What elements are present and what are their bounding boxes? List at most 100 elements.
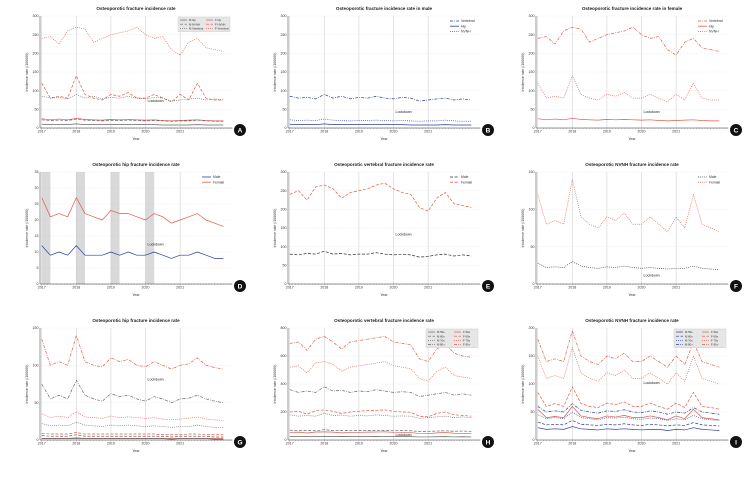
legend-label: M Vertebral xyxy=(189,27,204,31)
x-tick-label: 2018 xyxy=(568,130,576,134)
y-tick-label: 150 xyxy=(33,326,39,330)
series-line-hip xyxy=(289,123,472,126)
x-tick-label: 2019 xyxy=(603,442,611,446)
panel-badge xyxy=(482,124,494,136)
legend-label: F 80+ xyxy=(463,343,471,347)
x-tick-label: 2017 xyxy=(534,130,542,134)
panel-badge xyxy=(234,124,246,136)
y-tick-label: 150 xyxy=(281,70,287,74)
series-line-male xyxy=(41,245,224,259)
y-tick-label: 100 xyxy=(281,245,287,249)
x-tick-label: 2018 xyxy=(72,286,80,290)
series-line-f-50s xyxy=(289,431,472,435)
series-line-m-50s xyxy=(41,438,224,440)
series-line-m-70s xyxy=(537,411,720,421)
y-tick-label: 20 xyxy=(35,218,39,222)
panel-badge xyxy=(730,280,742,292)
series-line-hip xyxy=(537,117,720,122)
y-tick-label: 200 xyxy=(529,52,535,56)
legend-label: Vertebral xyxy=(461,19,475,23)
chart-title: Osteoporotic NVNH fracture incidence rat… xyxy=(585,318,679,323)
y-tick-label: 250 xyxy=(281,189,287,193)
shaded-period xyxy=(41,172,51,284)
y-tick-label: 150 xyxy=(529,354,535,358)
legend-label: F Vertebral xyxy=(215,27,229,31)
series-line-m-nvnh xyxy=(41,118,224,122)
y-tick-label: 300 xyxy=(529,14,535,18)
series-line-f-70s xyxy=(41,411,224,421)
series-line-vertebral xyxy=(289,94,472,102)
chart-panel-d: Osteoporotic hip fracture incidence rate… xyxy=(25,162,246,297)
series-line-f-70s xyxy=(289,361,472,382)
legend-label: F hip xyxy=(215,18,222,22)
legend-box xyxy=(425,328,479,348)
y-tick-label: 50 xyxy=(531,108,535,112)
y-axis-label: Incidence rate (/100000) xyxy=(521,365,525,404)
x-tick-label: 2017 xyxy=(38,442,46,446)
x-tick-label: 2021 xyxy=(176,130,184,134)
x-tick-label: 2021 xyxy=(176,442,184,446)
legend-label: F NVNH xyxy=(215,22,225,26)
series-line-m-vertebral xyxy=(41,94,224,102)
y-tick-label: 100 xyxy=(33,364,39,368)
series-line-f-60s xyxy=(41,432,224,436)
legend-label: Male xyxy=(461,175,468,179)
y-tick-label: 200 xyxy=(529,326,535,330)
legend-label: M 50s xyxy=(685,330,693,334)
chart-title: Osteoporotic vertebral fracture incidenc… xyxy=(334,318,434,323)
y-axis-label: Incidence rate (/100000) xyxy=(273,209,277,248)
y-tick-label: 200 xyxy=(281,52,287,56)
chart-panel-h: Osteoporotic vertebral fracture incidenc… xyxy=(273,318,494,453)
x-tick-label: 2017 xyxy=(38,130,46,134)
legend-box xyxy=(673,328,727,348)
y-tick-label: 150 xyxy=(33,70,39,74)
y-tick-label: 25 xyxy=(35,202,39,206)
series-line-m-50s xyxy=(537,426,720,431)
series-line-m-50s xyxy=(289,435,472,438)
y-axis-label: Incidence rate (/100000) xyxy=(25,53,29,92)
x-tick-label: 2018 xyxy=(320,442,328,446)
series-line-f-80- xyxy=(41,335,224,370)
x-tick-label: 2021 xyxy=(672,130,680,134)
legend-label: Male xyxy=(213,175,220,179)
x-tick-label: 2019 xyxy=(355,442,363,446)
y-tick-label: 600 xyxy=(281,354,287,358)
x-tick-label: 2019 xyxy=(107,130,115,134)
lockdown-annotation: Lockdown xyxy=(396,110,412,114)
y-tick-label: 0 xyxy=(285,126,287,130)
x-tick-label: 2020 xyxy=(142,442,150,446)
legend-label: M 60s xyxy=(685,334,693,338)
series-line-m-80- xyxy=(537,403,720,415)
x-tick-label: 2019 xyxy=(107,286,115,290)
legend-label: M 50s xyxy=(437,330,445,334)
chart-panel-a: Osteoporotic fracture incidence rate 0 50 1… xyxy=(25,6,246,141)
series-line-female xyxy=(537,179,720,233)
x-tick-label: 2018 xyxy=(72,442,80,446)
legend-label: Female xyxy=(213,180,224,184)
legend-label: F 60s xyxy=(711,334,719,338)
y-tick-label: 0 xyxy=(533,126,535,130)
lockdown-annotation: Lockdown xyxy=(644,274,660,278)
y-tick-label: 200 xyxy=(33,52,39,56)
x-tick-label: 2019 xyxy=(355,130,363,134)
lockdown-annotation: Lockdown xyxy=(148,377,164,381)
series-line-f-hip xyxy=(41,117,224,122)
y-tick-label: 150 xyxy=(529,170,535,174)
series-line-female xyxy=(41,197,224,227)
series-line-f-60s xyxy=(289,409,472,418)
x-tick-label: 2019 xyxy=(107,442,115,446)
y-axis-label: Incidence rate (/100000) xyxy=(521,209,525,248)
x-tick-label: 2021 xyxy=(176,286,184,290)
panel-badge-letter: H xyxy=(486,439,491,446)
legend-label: NVNH xyxy=(461,30,471,34)
chart-panel-b: Osteoporotic fracture incidence rate in … xyxy=(273,6,494,141)
series-line-m-60s xyxy=(289,429,472,432)
lockdown-annotation: Lockdown xyxy=(396,232,412,236)
x-tick-label: 2021 xyxy=(672,286,680,290)
legend-label: F 70s xyxy=(711,339,719,343)
y-axis-label: Incidence rate (/100000) xyxy=(25,365,29,404)
chart-panel-f: Osteoporotic NVNH fracture incidence rat… xyxy=(521,162,742,297)
panel-badge-letter: B xyxy=(486,127,491,134)
series-line-f-80- xyxy=(537,330,720,368)
legend-label: F 80+ xyxy=(711,343,719,347)
